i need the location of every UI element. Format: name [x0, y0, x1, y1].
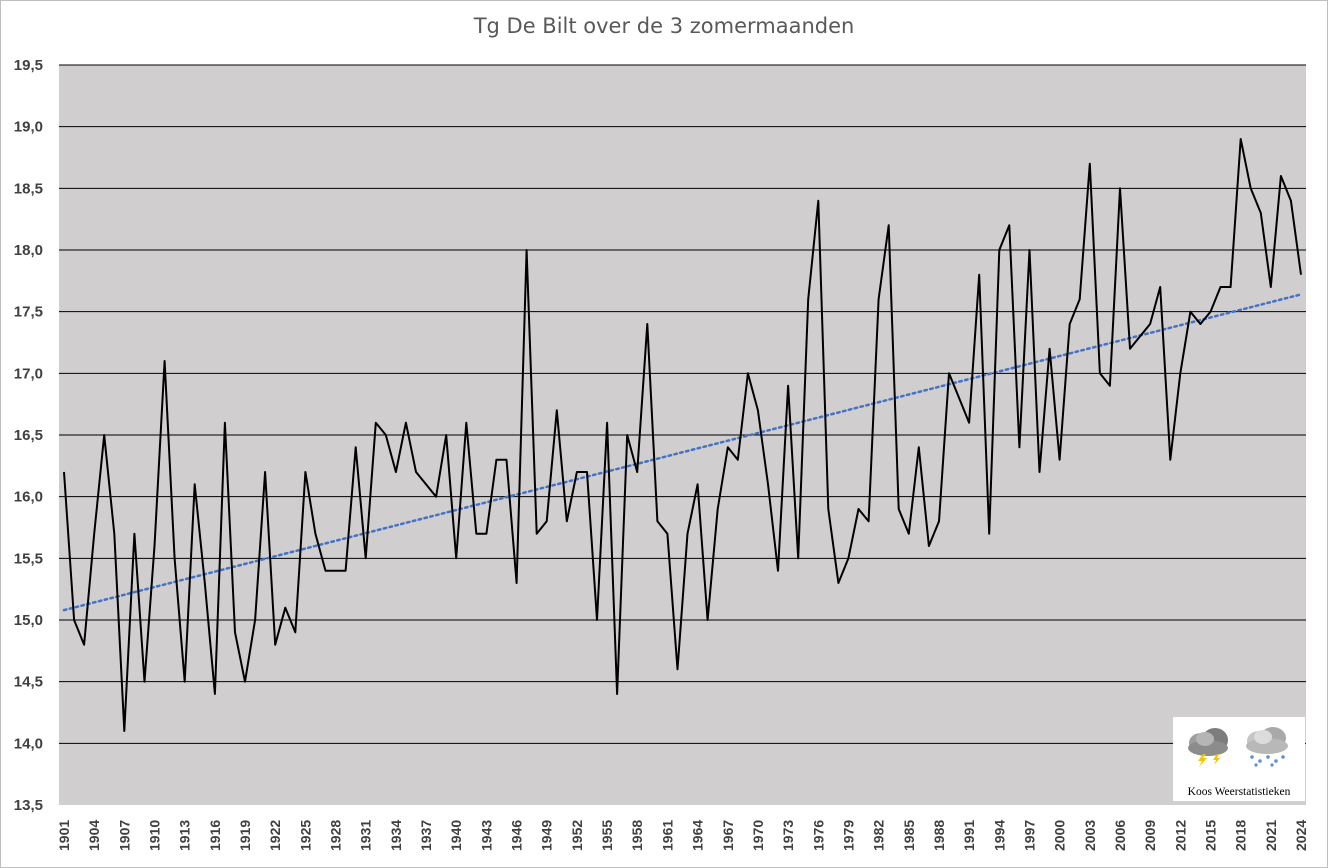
x-tick-label: 2021 [1263, 820, 1279, 851]
x-tick-label: 1958 [629, 820, 645, 851]
x-tick-label: 1928 [328, 820, 344, 851]
y-tick-label: 17,5 [14, 304, 43, 321]
x-tick-label: 1934 [388, 820, 404, 851]
logo-text: Koos Weerstatistieken [1187, 786, 1291, 798]
x-tick-label: 1910 [147, 820, 163, 851]
x-tick-label: 1997 [1021, 820, 1037, 851]
x-tick-label: 1955 [599, 820, 615, 851]
x-tick-label: 1994 [991, 820, 1007, 851]
y-tick-label: 19,5 [14, 57, 43, 74]
x-tick-label: 1949 [539, 820, 555, 851]
chart-title: Tg De Bilt over de 3 zomermaanden [473, 14, 855, 38]
x-tick-label: 1970 [750, 820, 766, 851]
x-tick-label: 1988 [931, 820, 947, 851]
x-tick-label: 2012 [1172, 820, 1188, 851]
x-tick-label: 1901 [56, 820, 72, 851]
x-tick-label: 1991 [961, 820, 977, 851]
x-tick-label: 1985 [901, 820, 917, 851]
x-tick-label: 1916 [207, 820, 223, 851]
x-tick-label: 1904 [86, 820, 102, 851]
y-axis-ticks: 13,5 14,0 14,5 15,0 15,5 16,0 16,5 17,0 17,5 18,0… [14, 57, 43, 814]
x-tick-label: 1979 [840, 820, 856, 851]
x-tick-label: 1925 [297, 820, 313, 851]
y-tick-label: 15,5 [14, 550, 43, 567]
x-tick-label: 1961 [659, 820, 675, 851]
x-tick-label: 1967 [720, 820, 736, 851]
y-tick-label: 19,0 [14, 119, 43, 136]
x-tick-label: 1976 [810, 820, 826, 851]
x-tick-label: 2006 [1112, 820, 1128, 851]
x-tick-label: 1937 [418, 820, 434, 851]
x-axis-ticks: 1901 1904 1907 1910 1913 1916 1919 1922 1925 1928… [56, 820, 1309, 851]
y-tick-label: 15,0 [14, 612, 43, 629]
x-tick-label: 1931 [358, 820, 374, 851]
y-tick-label: 17,0 [14, 365, 43, 382]
x-tick-label: 1952 [569, 820, 585, 851]
y-tick-label: 13,5 [14, 797, 43, 814]
y-tick-label: 16,0 [14, 489, 43, 506]
x-tick-label: 1922 [267, 820, 283, 851]
y-tick-label: 14,0 [14, 735, 43, 752]
x-tick-label: 2009 [1142, 820, 1158, 851]
x-tick-label: 1982 [871, 820, 887, 851]
x-tick-label: 1940 [448, 820, 464, 851]
x-tick-label: 1919 [237, 820, 253, 851]
x-tick-label: 1913 [177, 820, 193, 851]
thunderstorm-cloud-icon [1188, 728, 1228, 767]
x-tick-label: 1964 [690, 820, 706, 851]
x-tick-label: 2018 [1233, 820, 1249, 851]
y-tick-label: 18,5 [14, 180, 43, 197]
tg-series-line [63, 138, 1302, 732]
x-tick-label: 2015 [1202, 820, 1218, 851]
x-tick-label: 2003 [1082, 820, 1098, 851]
x-tick-label: 1943 [478, 820, 494, 851]
y-tick-label: 18,0 [14, 242, 43, 259]
x-tick-label: 2024 [1293, 820, 1309, 851]
logo-koos-weerstatistieken: Koos Weerstatistieken [1173, 717, 1305, 801]
x-tick-label: 1973 [780, 820, 796, 851]
snow-cloud-icon [1246, 727, 1288, 767]
x-tick-label: 2000 [1052, 820, 1068, 851]
x-tick-label: 1907 [116, 820, 132, 851]
x-tick-label: 1946 [509, 820, 525, 851]
y-tick-label: 16,5 [14, 427, 43, 444]
y-tick-label: 14,5 [14, 674, 43, 691]
